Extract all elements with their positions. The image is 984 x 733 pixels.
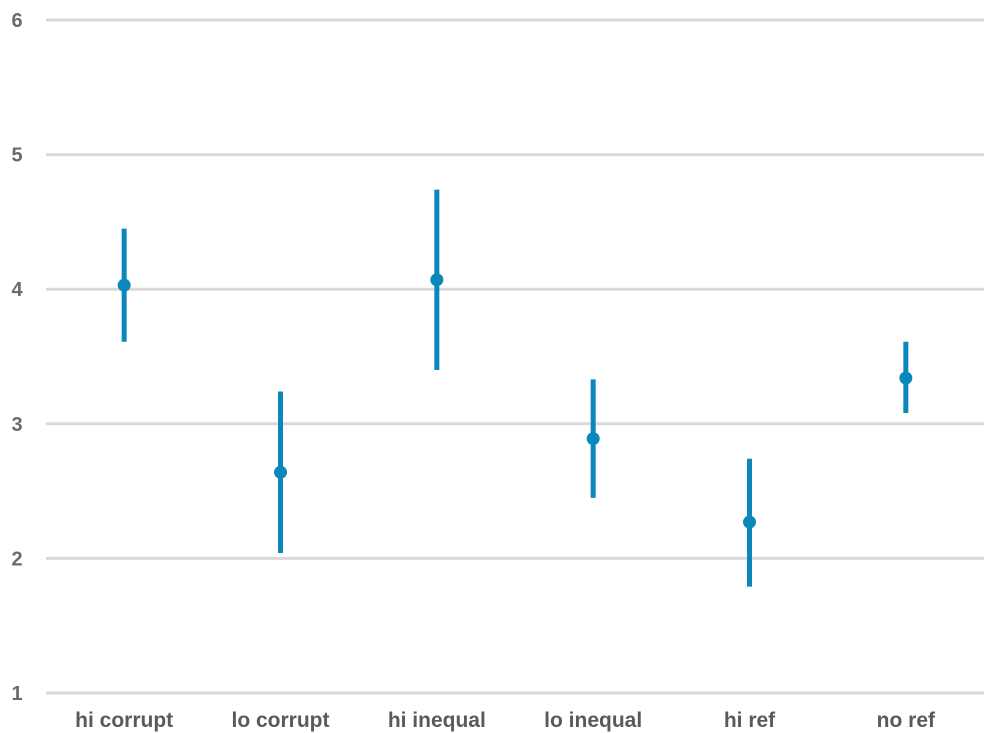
mean-point-0 bbox=[117, 278, 131, 292]
y-axis-tick-labels: 1 2 3 4 5 6 bbox=[11, 10, 23, 705]
y-tick-label-4: 4 bbox=[11, 279, 23, 301]
x-category-label-0: hi corrupt bbox=[75, 709, 173, 732]
x-category-label-2: hi inequal bbox=[388, 709, 486, 732]
data-points bbox=[117, 273, 913, 529]
x-category-label-1: lo corrupt bbox=[232, 709, 330, 732]
y-tick-label-1: 1 bbox=[11, 683, 22, 705]
y-tick-label-2: 2 bbox=[11, 548, 22, 570]
x-category-label-5: no ref bbox=[877, 709, 936, 732]
y-tick-label-6: 6 bbox=[11, 10, 22, 32]
y-tick-label-5: 5 bbox=[11, 145, 22, 167]
mean-point-4 bbox=[743, 515, 756, 529]
grid-lines bbox=[46, 18, 984, 695]
mean-point-1 bbox=[274, 465, 287, 479]
mean-point-5 bbox=[899, 371, 913, 385]
mean-point-2 bbox=[430, 273, 444, 287]
x-category-label-3: lo inequal bbox=[544, 709, 642, 732]
error-bars bbox=[121, 189, 909, 587]
x-category-label-4: hi ref bbox=[724, 709, 776, 732]
x-axis-category-labels: hi corrupt lo corrupt hi inequal lo inequal… bbox=[75, 709, 936, 732]
mean-point-3 bbox=[586, 432, 600, 446]
y-tick-label-3: 3 bbox=[11, 414, 22, 436]
